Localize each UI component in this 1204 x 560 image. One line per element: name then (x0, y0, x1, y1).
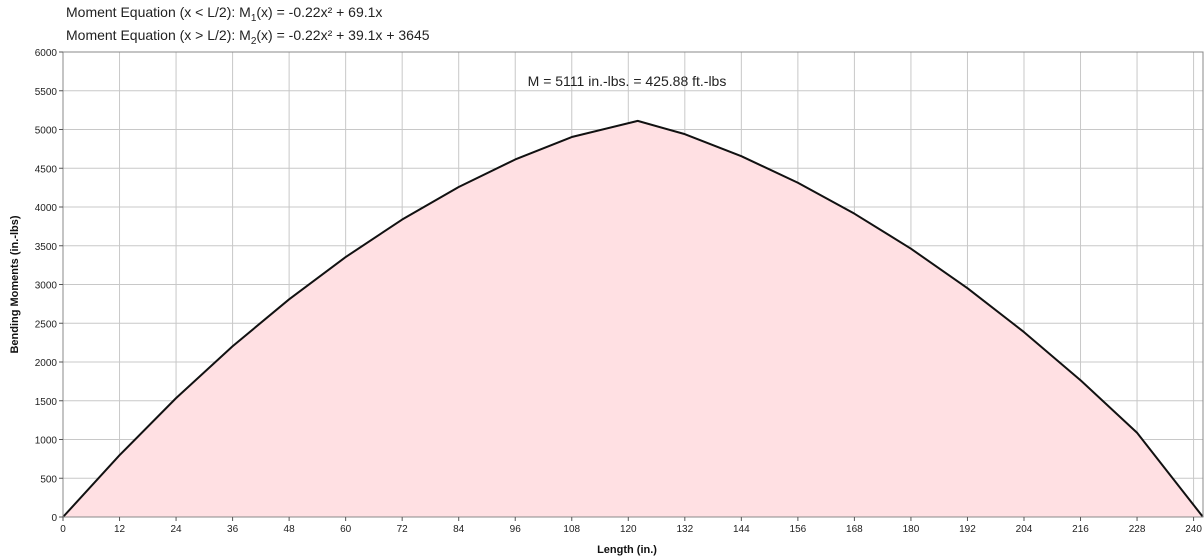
x-tick-label: 48 (284, 524, 296, 535)
y-tick-label: 4000 (35, 203, 58, 214)
x-tick-label: 216 (1072, 524, 1089, 535)
y-tick-label: 3000 (35, 281, 58, 292)
y-tick-label: 2000 (35, 358, 58, 369)
eq1-prefix: Moment Equation (x < L/2): M (66, 4, 251, 20)
x-tick-label: 132 (676, 524, 693, 535)
x-tick-label: 156 (790, 524, 807, 535)
x-tick-label: 168 (846, 524, 863, 535)
x-tick-label: 0 (60, 524, 66, 535)
x-tick-label: 180 (903, 524, 920, 535)
x-tick-label: 240 (1185, 524, 1202, 535)
y-tick-label: 5500 (35, 87, 58, 98)
y-tick-label: 6000 (35, 48, 58, 59)
x-tick-label: 60 (340, 524, 352, 535)
x-tick-label: 12 (114, 524, 126, 535)
x-tick-label: 84 (453, 524, 465, 535)
y-tick-label: 4500 (35, 164, 58, 175)
max-moment-annotation: M = 5111 in.-lbs. = 425.88 ft.-lbs (528, 73, 727, 89)
y-axis: 0 500 1000 1500 2000 2500 3000 3500 4000 4500 5000… (35, 48, 63, 524)
y-tick-label: 1000 (35, 436, 58, 447)
y-tick-label: 1500 (35, 397, 58, 408)
x-tick-label: 228 (1129, 524, 1146, 535)
eq2-suffix: (x) = -0.22x² + 39.1x + 3645 (256, 27, 430, 43)
x-tick-label: 204 (1016, 524, 1033, 535)
x-axis-label: Length (in.) (597, 544, 657, 556)
moment-curve (62, 119, 1204, 518)
x-tick-label: 108 (563, 524, 580, 535)
y-tick-label: 500 (40, 474, 57, 485)
moment-equation-1: Moment Equation (x < L/2): M1(x) = -0.22… (66, 4, 383, 23)
x-tick-label: 144 (733, 524, 750, 535)
x-tick-label: 24 (170, 524, 182, 535)
y-tick-label: 0 (51, 513, 57, 524)
x-axis: 0 12 24 36 48 60 72 84 96 108 120 132 144 156 168 180 19… (60, 517, 1202, 535)
eq1-suffix: (x) = -0.22x² + 69.1x (256, 4, 383, 20)
x-tick-label: 72 (397, 524, 409, 535)
x-tick-label: 36 (227, 524, 239, 535)
y-tick-label: 5000 (35, 126, 58, 137)
moment-area-fill (63, 120, 1203, 518)
x-tick-label: 192 (959, 524, 976, 535)
eq2-prefix: Moment Equation (x > L/2): M (66, 27, 251, 43)
y-tick-label: 2500 (35, 319, 58, 330)
eq1-subscript: 1 (250, 12, 257, 24)
eq2-subscript: 2 (250, 35, 257, 47)
y-axis-label: Bending Moments (in.-lbs) (9, 215, 21, 353)
y-tick-label: 3500 (35, 242, 58, 253)
x-tick-label: 96 (510, 524, 522, 535)
x-tick-label: 120 (620, 524, 637, 535)
moment-equation-2: Moment Equation (x > L/2): M2(x) = -0.22… (66, 27, 430, 46)
